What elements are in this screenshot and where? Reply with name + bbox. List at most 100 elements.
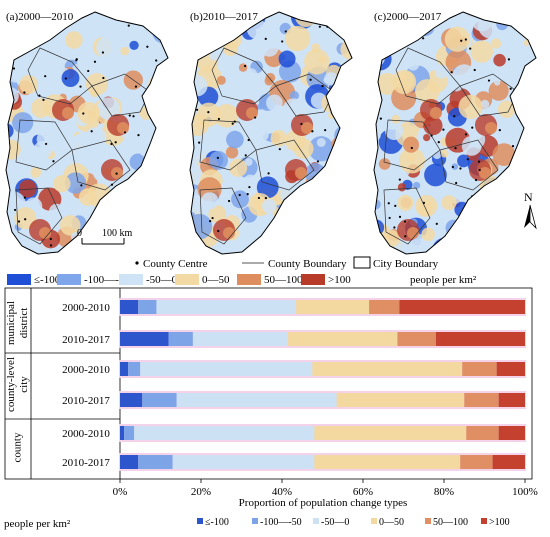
chart-legend-swatch <box>197 518 203 524</box>
chart-legend-swatch <box>481 518 487 524</box>
chart-legend-label: -100—-50 <box>260 517 302 528</box>
x-tick-label: 0% <box>113 486 128 498</box>
north-arrow-icon: N <box>524 190 537 230</box>
bar-segment <box>312 362 463 376</box>
map-legend-swatch <box>301 274 325 285</box>
chart-legend-title: people per km² <box>4 518 71 530</box>
legend-county-boundary: County Boundary <box>268 258 347 270</box>
scale-bar-zero: 0 <box>77 228 82 239</box>
bar-segment <box>492 455 525 469</box>
bar-segment <box>397 332 436 346</box>
map-legend-label: 0—50 <box>202 274 230 286</box>
bar-segment <box>120 393 143 407</box>
chart-legend-label: 50—100 <box>433 517 468 528</box>
bar-segment <box>120 455 139 469</box>
bar-segment <box>498 393 525 407</box>
bar-segment <box>140 362 313 376</box>
chart-legend-label: -50—0 <box>321 517 349 528</box>
chart-x-axis: 0% 20% 40% 60% 80% 100% <box>113 479 538 498</box>
bar-segment <box>168 332 193 346</box>
bar-segment <box>176 393 337 407</box>
chart-legend-swatch <box>425 518 431 524</box>
chart-legend: ≤-100 -100—-50 -50—0 0—50 50—100 >100 <box>197 517 510 528</box>
scale-bar: 0 100 km <box>77 228 133 245</box>
bar-segment <box>172 455 315 469</box>
map-legend-classes: ≤-100 -100—-50 -50—0 0—50 50—100 >100 <box>7 274 351 286</box>
legend-county-centre: County Centre <box>143 258 208 270</box>
map-legend-label: ≤-100 <box>34 274 61 286</box>
bar-segment <box>134 426 315 440</box>
bar-segment <box>192 332 289 346</box>
bar-segment <box>120 300 139 314</box>
legend-city-boundary: City Boundary <box>373 258 439 270</box>
map-legend-label: 50—100 <box>264 274 303 286</box>
x-tick-label: 100% <box>512 486 538 498</box>
bar-segment <box>288 332 398 346</box>
chart-legend-swatch <box>252 518 258 524</box>
chart-legend-swatch <box>371 518 377 524</box>
group-label: city <box>18 376 30 393</box>
x-tick-label: 80% <box>434 486 454 498</box>
bar-segment <box>138 455 173 469</box>
map-legend-swatch <box>175 274 199 285</box>
bar-segment <box>462 362 497 376</box>
county-centre-icon <box>135 261 139 265</box>
chart-group-labels: municipal district county-level city county <box>5 301 30 462</box>
bar-segment <box>460 455 493 469</box>
chart-x-axis-title: Proportion of population change types <box>239 497 408 509</box>
bar-segment <box>296 300 370 314</box>
chart-legend-label: >100 <box>489 517 510 528</box>
row-label: 2000-2010 <box>62 428 110 440</box>
bar-segment <box>138 300 157 314</box>
map-legend-swatch <box>57 274 81 285</box>
bar-segment <box>124 426 135 440</box>
group-label: county <box>12 432 24 462</box>
bar-segment <box>336 393 465 407</box>
map-legend-swatch <box>7 274 31 285</box>
map-panel-b-title: (b)2010—2017 <box>190 11 258 23</box>
map-legend-symbols: County Centre County Boundary City Bound… <box>135 256 439 270</box>
map-legend-swatch <box>237 274 261 285</box>
bar-segment <box>156 300 297 314</box>
bar-segment <box>120 332 169 346</box>
map-legend-label: -100—-50 <box>84 274 130 286</box>
map-legend-unit: people per km² <box>410 274 477 286</box>
bar-segment <box>435 332 525 346</box>
row-label: 2010-2017 <box>62 457 110 469</box>
bar-segment <box>120 362 129 376</box>
map-panel-c-title: (c)2000—2017 <box>374 11 442 23</box>
row-label: 2010-2017 <box>62 395 110 407</box>
chart-bars <box>119 298 526 471</box>
bar-segment <box>466 426 499 440</box>
chart-frame <box>4 287 533 480</box>
group-label: county-level <box>5 357 17 412</box>
map-legend-swatch <box>119 274 143 285</box>
group-label: district <box>18 308 30 339</box>
row-label: 2000-2010 <box>62 302 110 314</box>
bar-segment <box>498 426 525 440</box>
group-label: municipal <box>5 301 17 345</box>
chart-row-labels: 2000-2010 2010-2017 2000-2010 2010-2017 2000… <box>62 302 110 469</box>
x-tick-label: 40% <box>272 486 292 498</box>
city-boundary-icon <box>353 256 371 269</box>
map-legend-label: >100 <box>328 274 351 286</box>
north-label: N <box>524 190 533 204</box>
chart-legend-label: 0—50 <box>379 517 404 528</box>
bar-segment <box>496 362 525 376</box>
x-tick-label: 20% <box>191 486 211 498</box>
row-label: 2000-2010 <box>62 364 110 376</box>
x-tick-label: 60% <box>353 486 373 498</box>
bar-segment <box>120 426 125 440</box>
scale-bar-label: 100 km <box>102 228 133 239</box>
bar-segment <box>314 426 467 440</box>
bar-segment <box>464 393 499 407</box>
map-panel-a-title: (a)2000—2010 <box>6 11 74 23</box>
bar-segment <box>399 300 525 314</box>
row-label: 2010-2017 <box>62 334 110 346</box>
chart-legend-label: ≤-100 <box>205 517 229 528</box>
bar-segment <box>314 455 461 469</box>
map-panels <box>5 11 537 255</box>
chart-legend-swatch <box>313 518 319 524</box>
bar-segment <box>369 300 400 314</box>
